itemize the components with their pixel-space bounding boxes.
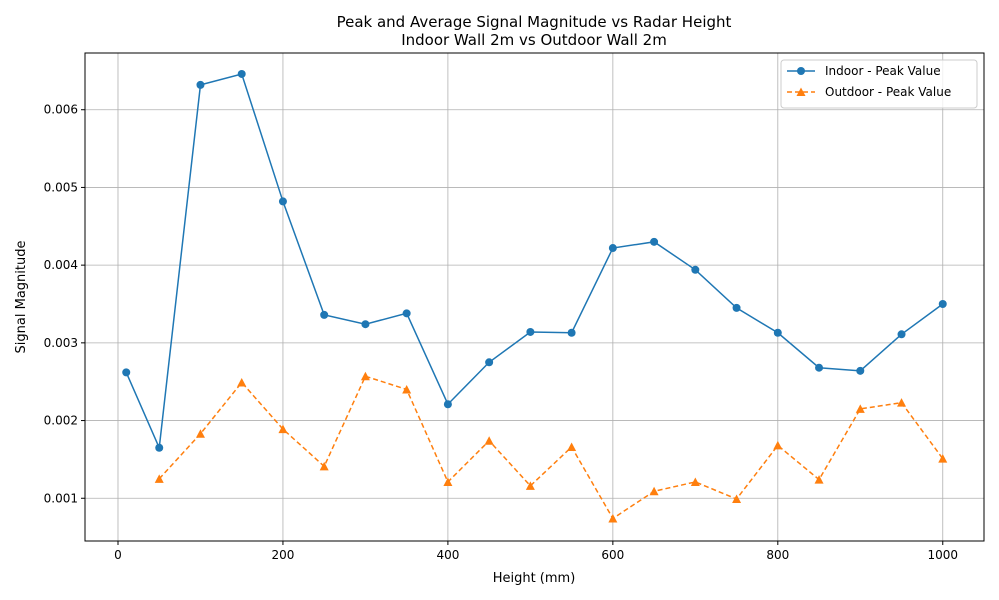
data-point — [361, 320, 370, 329]
data-point — [237, 377, 247, 387]
data-point — [608, 513, 618, 523]
legend: Indoor - Peak Value Outdoor - Peak Value — [780, 59, 978, 109]
legend-box — [780, 59, 978, 109]
data-point — [196, 80, 205, 89]
data-point — [732, 303, 741, 312]
data-point — [195, 429, 205, 438]
series-line — [125, 73, 944, 451]
x-tick-label: 400 — [436, 548, 459, 562]
data-point — [815, 363, 824, 372]
y-tick-label: 0.003 — [44, 336, 78, 350]
data-point — [485, 358, 494, 367]
data-point — [608, 244, 617, 253]
data-point — [855, 404, 865, 413]
data-point — [402, 384, 412, 394]
series-line — [158, 375, 944, 520]
legend-label-indoor: Indoor - Peak Value — [825, 64, 941, 78]
y-axis-label: Signal Magnitude — [14, 241, 29, 354]
legend-marker-outdoor — [796, 87, 806, 96]
data-point — [402, 309, 411, 318]
data-point — [278, 424, 288, 434]
x-axis-label: Height (mm) — [493, 571, 576, 586]
data-point — [443, 477, 453, 486]
data-point — [897, 398, 907, 407]
x-tick-label: 200 — [271, 548, 294, 562]
legend-marker-indoor — [797, 67, 805, 75]
series-indoor — [122, 69, 947, 452]
data-point — [773, 328, 782, 337]
y-tick-label: 0.002 — [44, 414, 78, 428]
x-tick-label: 1000 — [927, 548, 958, 562]
data-point — [938, 299, 947, 308]
data-point — [525, 481, 535, 490]
data-point — [443, 400, 452, 409]
data-point — [319, 461, 329, 471]
data-point — [650, 237, 659, 246]
chart-title-line2: Indoor Wall 2m vs Outdoor Wall 2m — [401, 31, 667, 49]
y-tick-label: 0.001 — [44, 491, 78, 505]
data-point — [526, 327, 535, 336]
data-point — [690, 477, 700, 486]
data-point — [773, 440, 783, 450]
series-layer — [122, 69, 948, 523]
data-point — [732, 494, 742, 504]
data-point — [122, 368, 131, 377]
data-point — [567, 442, 577, 451]
data-point — [691, 265, 700, 274]
data-point — [856, 366, 865, 375]
legend-label-outdoor: Outdoor - Peak Value — [825, 85, 951, 99]
data-point — [814, 475, 824, 484]
plot-frame — [84, 52, 985, 542]
data-point — [360, 371, 370, 381]
data-point — [154, 474, 164, 483]
data-point — [237, 69, 246, 78]
data-point — [938, 454, 948, 463]
series-outdoor — [154, 371, 948, 523]
ticks: 0 200 400 600 800 1000 0.001 0.002 0.003 0.004 0.0… — [44, 103, 958, 562]
y-tick-label: 0.004 — [44, 258, 78, 272]
chart-title-line1: Peak and Average Signal Magnitude vs Rad… — [337, 13, 732, 31]
x-tick-label: 800 — [766, 548, 789, 562]
grid — [85, 53, 984, 541]
x-tick-label: 600 — [601, 548, 624, 562]
data-point — [649, 486, 659, 496]
data-point — [484, 436, 494, 445]
x-tick-label: 0 — [114, 548, 122, 562]
data-point — [897, 330, 906, 339]
data-point — [278, 197, 287, 206]
y-tick-label: 0.006 — [44, 103, 78, 117]
y-tick-label: 0.005 — [44, 180, 78, 194]
data-point — [320, 310, 329, 319]
data-point — [567, 328, 576, 337]
data-point — [155, 443, 164, 452]
